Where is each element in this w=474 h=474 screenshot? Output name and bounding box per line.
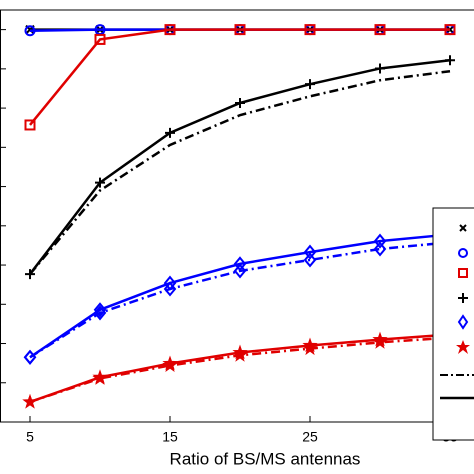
x-tick-label: 15 [162, 429, 178, 445]
legend-marker [458, 293, 468, 303]
point [302, 340, 318, 356]
point [235, 97, 245, 108]
point [303, 244, 317, 260]
point [372, 334, 388, 349]
point [373, 233, 387, 249]
point [375, 63, 385, 74]
series-line [29, 241, 451, 359]
legend-marker [456, 340, 470, 354]
point [232, 347, 248, 362]
point [163, 281, 177, 297]
plot-frame [0, 9, 474, 423]
point [303, 252, 317, 268]
legend-marker [458, 248, 468, 258]
point [22, 394, 38, 409]
point [24, 25, 36, 37]
point [164, 24, 176, 36]
point [94, 33, 106, 45]
point [93, 302, 107, 318]
legend [432, 207, 474, 441]
x-axis-label: Ratio of BS/MS antennas [170, 449, 361, 468]
point [305, 79, 315, 90]
legend-marker [459, 224, 467, 232]
legend-marker [457, 314, 469, 330]
series-line [29, 28, 450, 126]
point [93, 305, 107, 321]
legend-marker [458, 268, 468, 278]
x-tick-label: 5 [26, 429, 34, 445]
point [24, 119, 36, 131]
point [92, 370, 108, 385]
point [165, 127, 175, 138]
point [162, 357, 178, 372]
legend-box [432, 207, 474, 441]
point [304, 24, 316, 36]
point [444, 24, 456, 36]
point [95, 177, 105, 188]
point [373, 241, 387, 257]
x-tick-label: 25 [302, 429, 318, 445]
point [233, 263, 247, 279]
series-line [29, 58, 451, 275]
point [234, 24, 246, 36]
point [445, 55, 455, 66]
series-line [29, 69, 451, 275]
point [23, 349, 37, 365]
point [374, 24, 386, 36]
